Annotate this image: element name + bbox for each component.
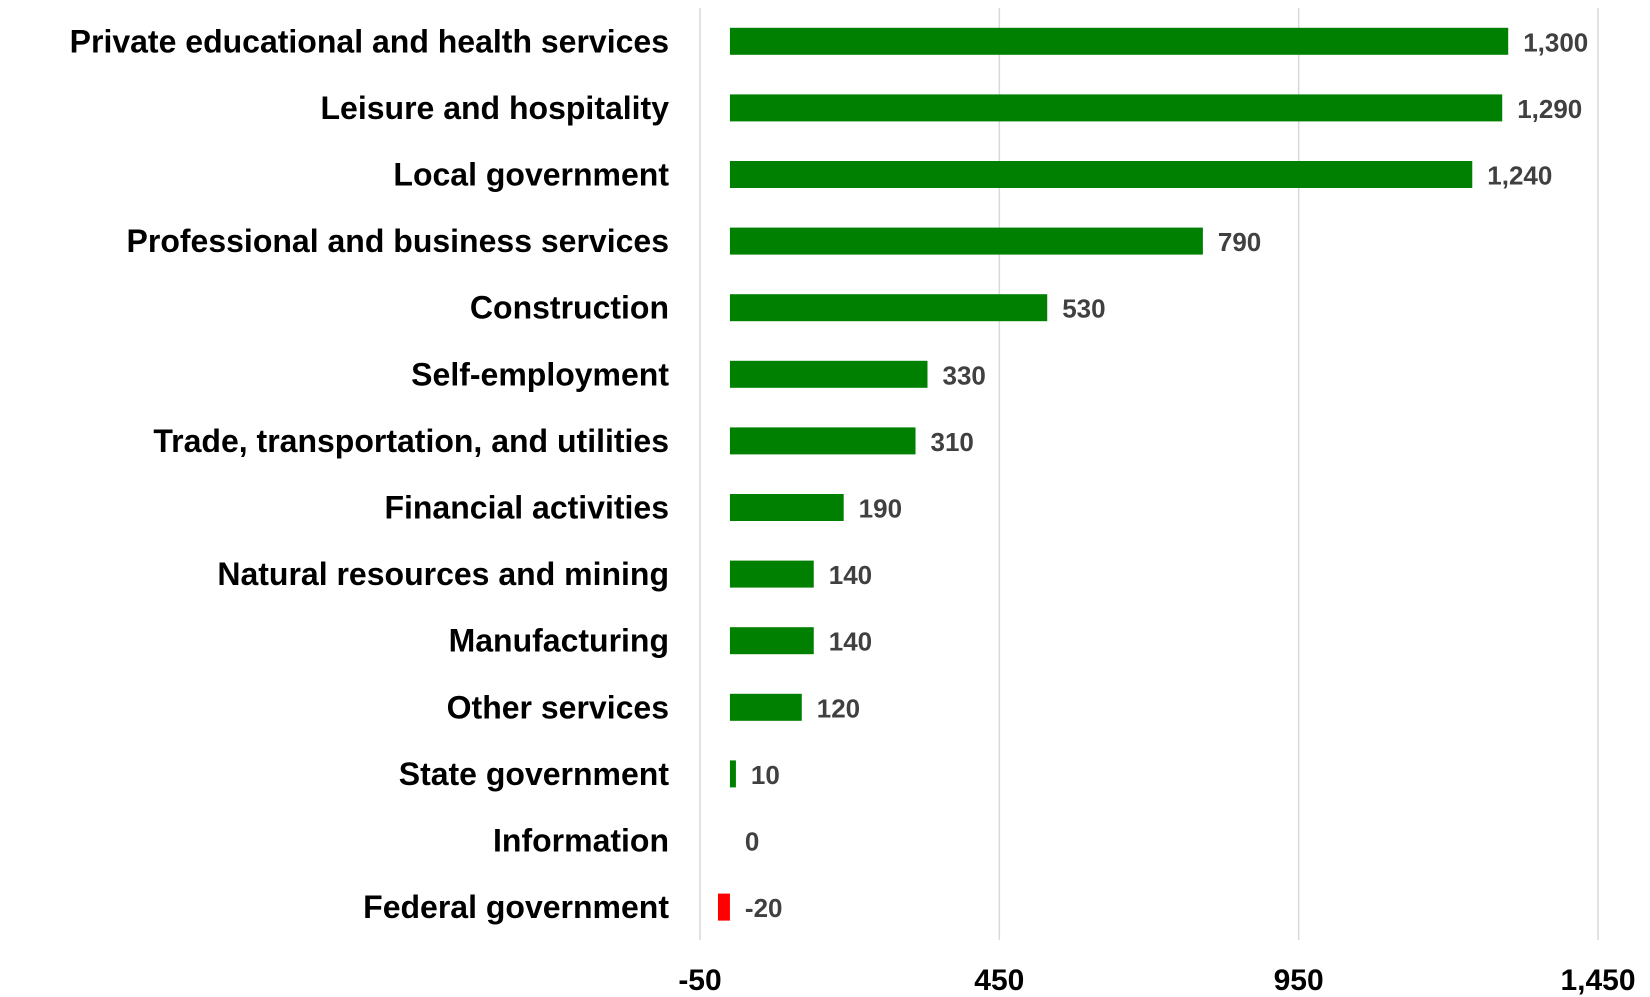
bar	[729, 360, 928, 388]
data-label: 0	[745, 827, 759, 857]
data-label: 1,300	[1523, 27, 1588, 57]
category-label: Manufacturing	[449, 623, 669, 659]
bar	[729, 560, 814, 588]
bar	[729, 294, 1048, 322]
category-label: Private educational and health services	[70, 23, 669, 59]
category-label: Construction	[470, 290, 669, 326]
category-label: Trade, transportation, and utilities	[153, 423, 669, 459]
data-label: 190	[859, 494, 902, 524]
data-label: 530	[1062, 294, 1105, 324]
category-label: Financial activities	[384, 490, 669, 526]
x-axis-tick-labels: -50 450 950 1,450	[678, 964, 1635, 997]
bar	[729, 227, 1203, 255]
bars	[717, 27, 1509, 921]
category-label: Local government	[393, 157, 669, 193]
data-label: 140	[829, 627, 872, 657]
bar	[729, 627, 814, 655]
bar	[729, 427, 916, 455]
category-label: Other services	[447, 689, 669, 725]
category-label: Leisure and hospitality	[320, 90, 669, 126]
category-label: Federal government	[363, 889, 669, 925]
category-label: Self-employment	[411, 356, 669, 392]
x-tick-label: 950	[1274, 964, 1324, 997]
data-label: 1,290	[1517, 94, 1582, 124]
data-label: 1,240	[1487, 161, 1552, 191]
bar	[729, 693, 802, 721]
data-label: 120	[817, 693, 860, 723]
data-label: 140	[829, 560, 872, 590]
category-label: Professional and business services	[127, 223, 669, 259]
data-label: 330	[942, 360, 985, 390]
data-label: 790	[1218, 227, 1261, 257]
bar	[729, 494, 844, 521]
x-tick-label: 1,450	[1560, 964, 1635, 997]
gridlines	[699, 8, 1599, 940]
x-tick-label: -50	[678, 964, 721, 997]
data-label: -20	[745, 893, 783, 923]
bar	[729, 94, 1503, 122]
data-label: 10	[751, 760, 780, 790]
bar	[729, 760, 736, 788]
value-labels: 1,300 1,290 1,240 790 530 330 310 190 140 140 120 1…	[745, 27, 1588, 923]
bar	[717, 893, 730, 921]
x-tick-label: 450	[974, 964, 1024, 997]
category-label: State government	[399, 756, 670, 792]
category-label: Information	[493, 823, 669, 859]
bar	[729, 27, 1509, 55]
bar	[729, 161, 1473, 188]
category-label: Natural resources and mining	[217, 556, 669, 592]
data-label: 310	[931, 427, 974, 457]
category-labels: Private educational and health services L…	[70, 23, 670, 925]
